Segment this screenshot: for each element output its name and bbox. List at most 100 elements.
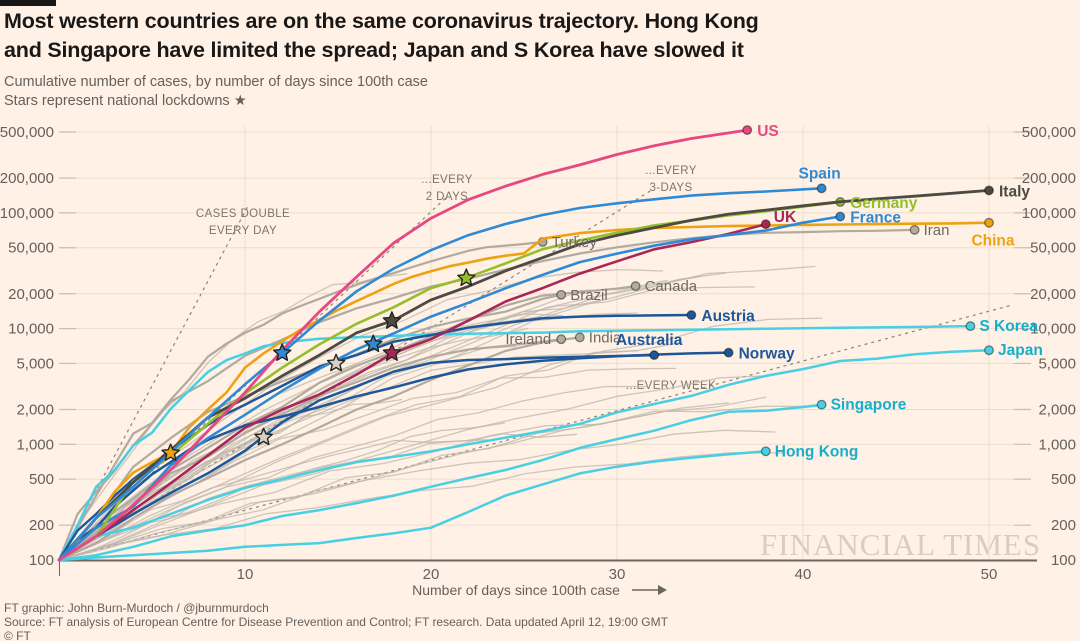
y-tick-label-left: 10,000 xyxy=(8,321,54,338)
line-singapore xyxy=(57,403,823,562)
series-label-iran: Iran xyxy=(924,222,950,239)
y-tick-label-left: 100 xyxy=(29,552,54,569)
doubling-guide-label: CASES DOUBLE xyxy=(196,208,290,220)
line-turkey xyxy=(57,240,544,562)
y-tick-label-left: 500 xyxy=(29,471,54,488)
endpoint-dot-france xyxy=(835,211,846,222)
series-label-australia: Australia xyxy=(616,332,683,349)
y-tick-label-left: 500,000 xyxy=(0,124,54,141)
x-tick-label: 10 xyxy=(237,566,254,583)
line-italy xyxy=(57,189,991,562)
chart-subtitle: Cumulative number of cases, by number of… xyxy=(4,74,428,90)
line-austria xyxy=(57,313,693,562)
endpoint-dot-italy xyxy=(984,185,994,196)
footer-copyright: © FT xyxy=(4,629,31,641)
endpoint-dot-uk xyxy=(760,219,771,230)
x-tick-label: 50 xyxy=(981,566,998,583)
series-label-us: US xyxy=(757,123,779,140)
endpoint-dot-austria xyxy=(686,310,697,320)
line-ireland xyxy=(57,338,563,562)
series-label-skorea: S Korea xyxy=(979,318,1038,335)
endpoint-dot-norway xyxy=(723,347,734,358)
series-label-china: China xyxy=(971,233,1014,250)
y-tick-label-left: 200 xyxy=(29,517,54,534)
series-label-norway: Norway xyxy=(739,346,795,363)
y-tick-label-left: 5,000 xyxy=(16,355,54,372)
x-tick-label: 20 xyxy=(423,566,440,583)
endpoint-dot-us xyxy=(742,125,753,136)
doubling-guide-label: 3-DAYS xyxy=(649,182,692,194)
line-iran xyxy=(57,228,916,562)
series-label-germany: Germany xyxy=(850,195,918,212)
endpoint-dot-ireland xyxy=(556,334,567,345)
lockdown-star-germany xyxy=(457,268,476,287)
doubling-guide-label: ...EVERY xyxy=(645,165,697,177)
lockdown-star-italy xyxy=(382,311,402,329)
series-label-brazil: Brazil xyxy=(570,287,608,304)
series-label-uk: UK xyxy=(774,209,797,226)
endpoint-dot-india xyxy=(574,332,585,343)
background-country-line xyxy=(58,317,823,561)
y-tick-label-right: 500,000 xyxy=(1022,124,1076,141)
y-tick-label-right: 200 xyxy=(1051,517,1076,534)
chart-subtitle-lockdown-note: Stars represent national lockdowns ★ xyxy=(4,93,247,109)
footer-source: Source: FT analysis of European Centre f… xyxy=(4,615,668,629)
series-label-hongkong: Hong Kong xyxy=(775,443,859,460)
background-country-line xyxy=(58,452,783,561)
line-china xyxy=(57,221,991,562)
series-label-turkey: Turkey xyxy=(552,234,598,251)
endpoint-dot-australia xyxy=(649,350,660,361)
line-australia xyxy=(57,353,656,562)
lockdown-star-other xyxy=(326,353,346,372)
series-label-canada: Canada xyxy=(645,278,698,295)
lockdown-star-spain xyxy=(272,343,292,361)
y-tick-label-right: 100 xyxy=(1051,552,1076,569)
endpoint-dot-hongkong xyxy=(760,446,771,457)
y-tick-label-right: 20,000 xyxy=(1030,286,1076,303)
line-uk xyxy=(57,222,768,562)
y-tick-label-left: 200,000 xyxy=(0,170,54,187)
y-tick-label-left: 1,000 xyxy=(16,436,54,453)
series-label-austria: Austria xyxy=(701,308,755,325)
ft-top-bar xyxy=(0,0,56,6)
y-tick-label-right: 10,000 xyxy=(1030,321,1076,338)
series-label-ireland: Ireland xyxy=(505,331,551,348)
lockdown-star-uk xyxy=(382,343,402,361)
y-tick-label-right: 500 xyxy=(1051,471,1076,488)
background-country-line xyxy=(58,439,487,561)
y-tick-label-left: 50,000 xyxy=(8,240,54,257)
line-hongkong xyxy=(57,450,768,562)
chart-title-line1: Most western countries are on the same c… xyxy=(4,9,759,33)
series-label-japan: Japan xyxy=(998,342,1043,359)
line-spain xyxy=(57,187,823,562)
series-label-spain: Spain xyxy=(798,165,840,182)
x-axis-arrow-head xyxy=(658,585,667,595)
background-country-line xyxy=(58,429,776,561)
chart-title-line2: and Singapore have limited the spread; J… xyxy=(4,38,744,62)
endpoint-dot-japan xyxy=(984,345,994,356)
series-label-singapore: Singapore xyxy=(831,397,907,414)
financial-times-watermark: FINANCIAL TIMES xyxy=(760,527,1042,562)
lockdown-star-china xyxy=(161,443,180,461)
endpoint-dot-singapore xyxy=(816,399,827,410)
endpoint-dot-china xyxy=(984,217,994,228)
x-tick-label: 40 xyxy=(795,566,812,583)
y-tick-label-left: 2,000 xyxy=(16,401,54,418)
y-tick-label-right: 100,000 xyxy=(1022,205,1076,222)
lockdown-star-france xyxy=(364,334,383,353)
lockdown-star-other xyxy=(254,427,273,446)
doubling-guide-label: 2 DAYS xyxy=(426,191,468,203)
line-us xyxy=(57,128,749,562)
endpoint-dot-skorea xyxy=(965,321,976,332)
x-axis-title: Number of days since 100th case xyxy=(412,582,620,598)
line-india xyxy=(57,336,581,562)
background-country-line xyxy=(58,375,771,561)
y-tick-label-right: 2,000 xyxy=(1038,401,1076,418)
endpoint-dot-brazil xyxy=(556,289,567,300)
doubling-guide-label: ...EVERY xyxy=(421,174,473,186)
y-tick-label-right: 200,000 xyxy=(1022,170,1076,187)
y-tick-label-right: 5,000 xyxy=(1038,355,1076,372)
footer-credit: FT graphic: John Burn-Murdoch / @jburnmu… xyxy=(4,601,269,615)
series-label-italy: Italy xyxy=(999,183,1030,200)
